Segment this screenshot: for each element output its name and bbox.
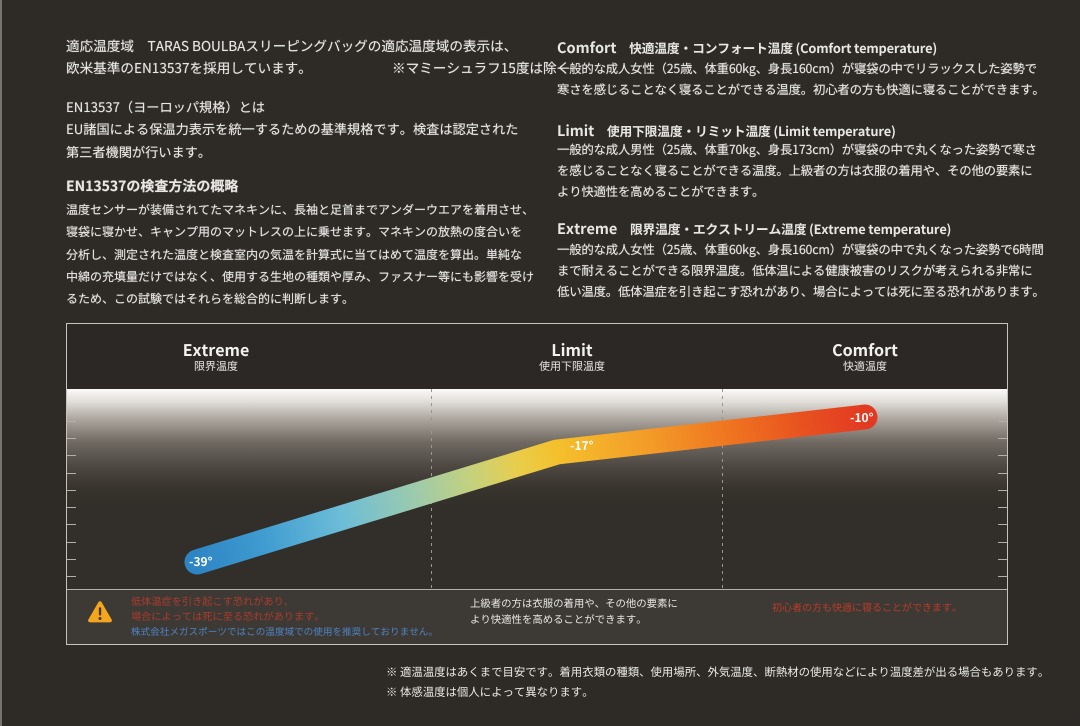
svg-text:-39°: -39°	[189, 553, 213, 570]
svg-text:-17°: -17°	[570, 437, 594, 454]
svg-text:-10°: -10°	[850, 409, 874, 426]
